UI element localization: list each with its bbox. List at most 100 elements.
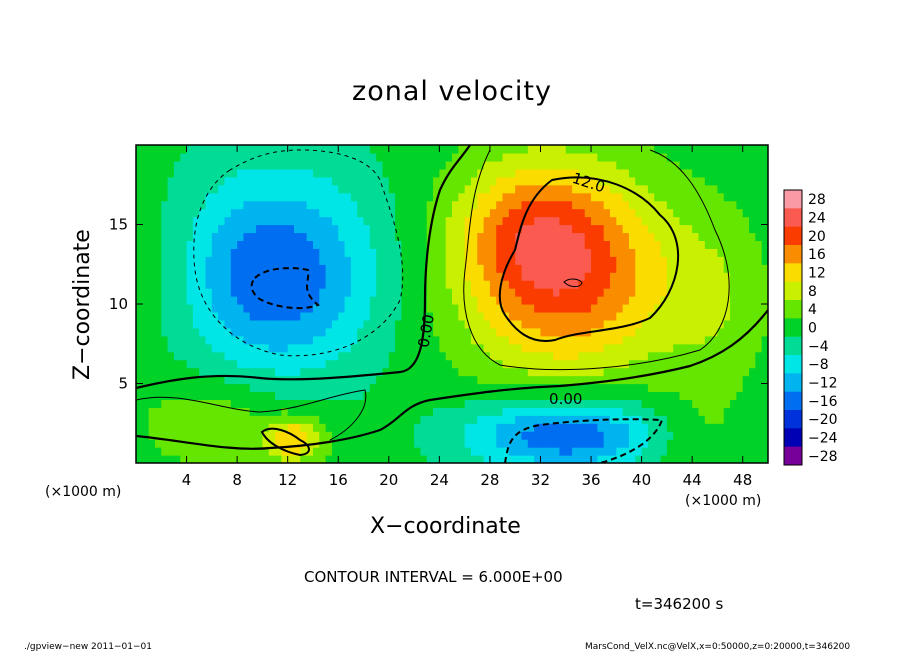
field-cell (628, 160, 636, 170)
field-cell (565, 311, 573, 321)
field-cell (186, 327, 194, 337)
field-cell (445, 375, 453, 385)
field-cell (420, 375, 428, 385)
field-cell (508, 399, 516, 408)
colorbar-label: −4 (808, 339, 829, 355)
field-cell (496, 184, 504, 194)
field-cell (502, 399, 510, 408)
field-cell (489, 208, 497, 218)
field-cell (357, 455, 365, 463)
field-cell (464, 375, 472, 385)
field-cell (496, 280, 504, 289)
field-cell (243, 375, 251, 385)
field-cell (755, 280, 763, 289)
field-cell (325, 232, 333, 241)
field-cell (300, 327, 308, 337)
field-cell (521, 288, 529, 297)
field-cell (679, 375, 687, 385)
field-cell (464, 431, 472, 440)
field-cell (300, 184, 308, 194)
field-cell (249, 327, 257, 337)
field-cell (142, 145, 150, 154)
field-cell (407, 383, 415, 393)
field-cell (666, 367, 674, 377)
field-cell (647, 296, 655, 305)
field-cell (685, 145, 693, 154)
field-cell (319, 455, 327, 463)
field-cell (180, 184, 188, 194)
field-cell (692, 399, 700, 408)
field-cell (553, 311, 561, 321)
field-cell (565, 327, 573, 337)
field-cell (445, 423, 453, 432)
field-cell (344, 208, 352, 218)
field-cell (736, 200, 744, 210)
field-cell (698, 367, 706, 377)
field-cell (357, 327, 365, 337)
field-cell (647, 439, 655, 448)
field-cell (224, 208, 232, 218)
field-cell (376, 415, 384, 424)
field-cell (445, 327, 453, 337)
field-cell (470, 335, 478, 345)
field-cell (679, 280, 687, 289)
field-cell (749, 184, 756, 194)
field-cell (268, 391, 276, 400)
field-cell (742, 327, 750, 337)
field-cell (388, 319, 396, 329)
field-cell (641, 216, 649, 226)
field-cell (275, 176, 282, 186)
field-cell (496, 168, 504, 178)
field-cell (325, 192, 333, 202)
field-cell (679, 415, 687, 424)
field-cell (692, 304, 700, 313)
field-cell (730, 145, 737, 154)
field-cell (685, 152, 693, 162)
field-cell (287, 319, 295, 329)
field-cell (306, 439, 314, 448)
field-cell (736, 152, 744, 162)
field-cell (211, 431, 219, 440)
field-cell (338, 383, 346, 393)
field-cell (439, 184, 447, 194)
field-cell (148, 399, 156, 408)
field-cell (376, 280, 384, 289)
field-cell (382, 240, 390, 249)
field-cell (363, 145, 371, 154)
field-cell (230, 184, 238, 194)
field-cell (445, 145, 453, 154)
field-cell (641, 200, 649, 210)
field-cell (376, 176, 384, 186)
field-cell (338, 431, 346, 440)
field-cell (268, 335, 276, 345)
field-cell (136, 272, 143, 281)
field-cell (610, 200, 617, 210)
field-cell (142, 455, 150, 463)
field-cell (641, 375, 649, 385)
field-cell (401, 208, 409, 218)
field-cell (338, 327, 346, 337)
field-cell (559, 415, 567, 424)
field-cell (711, 272, 719, 281)
field-cell (489, 248, 497, 257)
field-cell (243, 296, 251, 305)
field-cell (483, 391, 491, 400)
field-cell (458, 415, 466, 424)
field-cell (761, 264, 768, 273)
field-cell (679, 431, 687, 440)
field-cell (243, 304, 251, 313)
field-cell (268, 296, 276, 305)
field-cell (331, 383, 339, 393)
field-cell (433, 296, 440, 305)
field-cell (578, 367, 586, 377)
time-label: t=346200 s (635, 595, 724, 613)
field-cell (591, 152, 598, 162)
field-cell (704, 160, 712, 170)
field-cell (458, 208, 466, 218)
field-cell (199, 280, 207, 289)
field-cell (211, 256, 219, 265)
field-cell (761, 399, 768, 408)
field-cell (369, 455, 377, 463)
field-cell (350, 304, 358, 313)
field-cell (369, 240, 377, 249)
